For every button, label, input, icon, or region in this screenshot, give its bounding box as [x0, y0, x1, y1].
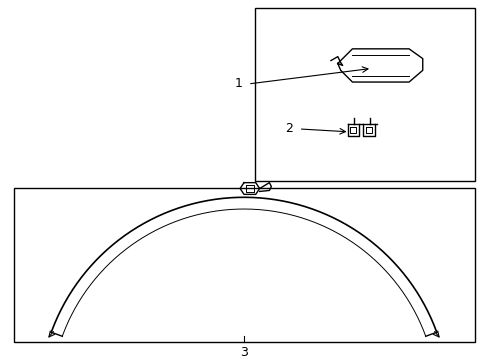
- Bar: [14, 188, 473, 342]
- Bar: [254, 8, 473, 181]
- Text: 1: 1: [235, 77, 243, 90]
- Text: 2: 2: [285, 122, 292, 135]
- Text: 3: 3: [240, 346, 247, 359]
